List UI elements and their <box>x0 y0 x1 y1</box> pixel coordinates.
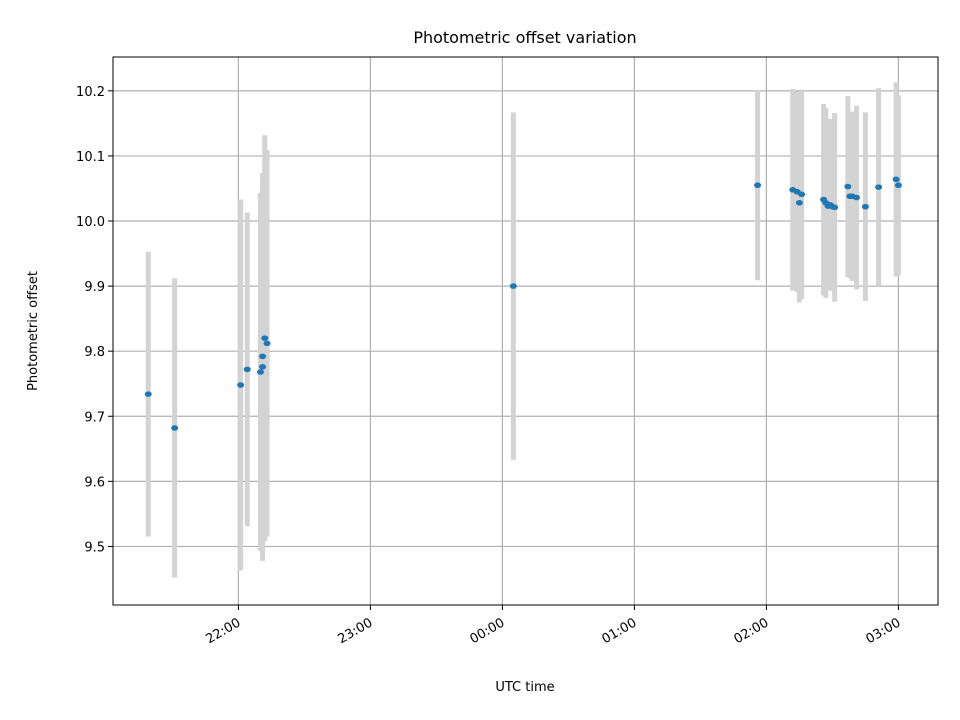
y-tick-label: 9.9 <box>84 280 105 295</box>
x-axis-label: UTC time <box>495 680 554 695</box>
y-tick-label: 9.8 <box>84 345 105 360</box>
data-point <box>754 182 762 189</box>
data-point <box>237 382 245 388</box>
data-point <box>853 194 861 201</box>
data-point <box>256 369 264 375</box>
y-axis-label: Photometric offset <box>26 271 41 391</box>
data-point <box>831 204 839 211</box>
data-point <box>844 183 852 190</box>
plot-area <box>112 56 939 606</box>
y-tick-label: 9.6 <box>84 475 105 490</box>
data-point <box>798 191 806 198</box>
data-point <box>171 425 179 431</box>
data-point <box>261 335 269 341</box>
data-point <box>861 203 869 210</box>
plot-frame <box>112 56 939 606</box>
data-point <box>875 184 883 190</box>
y-tick-label: 10.1 <box>76 150 105 165</box>
y-tick-label: 10.2 <box>76 85 105 100</box>
data-point <box>795 199 803 206</box>
data-point <box>243 366 251 373</box>
y-tick-label: 10.0 <box>76 215 105 230</box>
data-point <box>259 363 267 370</box>
y-tick-label: 9.5 <box>84 540 105 555</box>
y-tick-label: 9.7 <box>84 410 105 425</box>
data-point <box>892 176 900 183</box>
y-axis-ticks: 9.5 9.6 9.7 9.8 9.9 10.0 10.1 10.2 <box>76 85 113 555</box>
data-point <box>894 182 902 189</box>
data-point <box>144 391 152 397</box>
data-point <box>259 353 267 360</box>
chart-title: Photometric offset variation <box>413 28 636 47</box>
data-point <box>509 283 517 289</box>
data-points <box>144 176 902 431</box>
data-point <box>263 340 271 347</box>
